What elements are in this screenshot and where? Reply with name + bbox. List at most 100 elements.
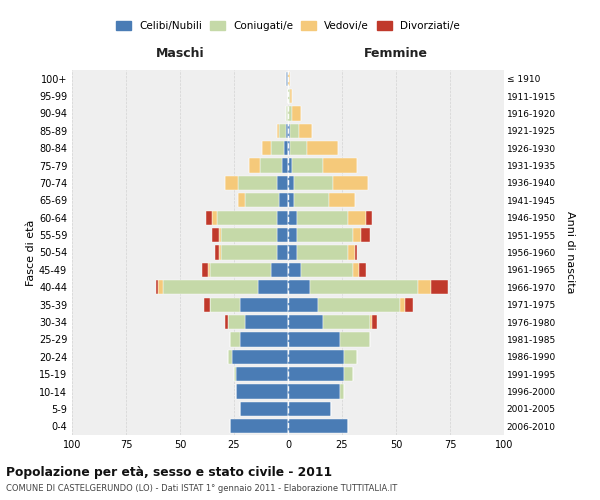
Bar <box>288 367 344 382</box>
Bar <box>206 210 212 225</box>
Bar <box>238 193 245 208</box>
Bar <box>288 246 296 260</box>
Bar <box>241 298 288 312</box>
Bar <box>288 298 318 312</box>
Bar <box>163 280 258 294</box>
Bar <box>353 228 361 242</box>
Bar <box>318 298 400 312</box>
Y-axis label: Fasce di età: Fasce di età <box>26 220 36 286</box>
Bar <box>344 350 357 364</box>
Bar <box>277 124 280 138</box>
Bar <box>288 315 323 329</box>
Bar <box>295 176 334 190</box>
Bar <box>288 419 349 434</box>
Bar <box>400 298 404 312</box>
Bar <box>245 315 288 329</box>
Bar <box>404 298 413 312</box>
Bar <box>258 280 288 294</box>
Bar <box>230 332 241 346</box>
Bar <box>329 193 355 208</box>
Bar <box>221 228 277 242</box>
Bar <box>418 280 431 294</box>
Bar <box>226 315 227 329</box>
Bar <box>281 158 288 172</box>
Bar <box>210 263 271 277</box>
Bar <box>204 298 210 312</box>
Bar <box>226 176 238 190</box>
Bar <box>277 210 288 225</box>
Bar <box>234 367 236 382</box>
Bar <box>288 228 296 242</box>
Bar <box>221 246 277 260</box>
Bar <box>288 384 340 398</box>
Bar <box>277 228 288 242</box>
Bar <box>372 315 377 329</box>
Bar <box>296 246 349 260</box>
Bar <box>359 263 366 277</box>
Bar <box>215 246 219 260</box>
Bar <box>288 72 290 86</box>
Bar <box>349 210 366 225</box>
Bar <box>290 89 292 103</box>
Text: Maschi: Maschi <box>155 48 205 60</box>
Bar <box>296 210 349 225</box>
Bar <box>238 176 277 190</box>
Bar <box>290 124 299 138</box>
Bar <box>271 263 288 277</box>
Bar <box>340 332 370 346</box>
Y-axis label: Anni di nascita: Anni di nascita <box>565 211 575 294</box>
Bar <box>230 419 288 434</box>
Bar <box>288 280 310 294</box>
Bar <box>227 315 245 329</box>
Bar <box>210 298 241 312</box>
Text: Femmine: Femmine <box>364 48 428 60</box>
Bar <box>202 263 208 277</box>
Bar <box>260 158 281 172</box>
Legend: Celibi/Nubili, Coniugati/e, Vedovi/e, Divorziati/e: Celibi/Nubili, Coniugati/e, Vedovi/e, Di… <box>112 17 464 36</box>
Bar <box>292 106 301 120</box>
Bar <box>286 72 288 86</box>
Bar <box>366 210 372 225</box>
Bar <box>334 176 368 190</box>
Bar <box>288 263 301 277</box>
Bar <box>301 263 353 277</box>
Bar <box>241 402 288 416</box>
Bar <box>288 106 292 120</box>
Bar <box>292 158 323 172</box>
Bar <box>262 141 271 156</box>
Bar <box>236 367 288 382</box>
Text: COMUNE DI CASTELGERUNDO (LO) - Dati ISTAT 1° gennaio 2011 - Elaborazione TUTTITA: COMUNE DI CASTELGERUNDO (LO) - Dati ISTA… <box>6 484 397 493</box>
Bar <box>280 193 288 208</box>
Bar <box>286 106 288 120</box>
Bar <box>236 384 288 398</box>
Bar <box>288 402 331 416</box>
Bar <box>288 350 344 364</box>
Bar <box>340 384 344 398</box>
Bar <box>288 332 340 346</box>
Bar <box>288 158 292 172</box>
Bar <box>288 176 295 190</box>
Bar <box>349 246 355 260</box>
Bar <box>277 246 288 260</box>
Bar <box>245 193 280 208</box>
Bar <box>271 141 284 156</box>
Bar <box>217 210 277 225</box>
Text: Popolazione per età, sesso e stato civile - 2011: Popolazione per età, sesso e stato civil… <box>6 466 332 479</box>
Bar <box>370 315 372 329</box>
Bar <box>227 350 232 364</box>
Bar <box>295 193 329 208</box>
Bar <box>219 246 221 260</box>
Bar <box>212 210 217 225</box>
Bar <box>361 228 370 242</box>
Bar <box>290 141 307 156</box>
Bar <box>208 263 210 277</box>
Bar <box>286 124 288 138</box>
Bar <box>323 158 357 172</box>
Bar <box>232 350 288 364</box>
Bar <box>431 280 448 294</box>
Bar <box>299 124 312 138</box>
Bar <box>280 124 286 138</box>
Bar <box>158 280 163 294</box>
Bar <box>288 193 295 208</box>
Bar <box>277 176 288 190</box>
